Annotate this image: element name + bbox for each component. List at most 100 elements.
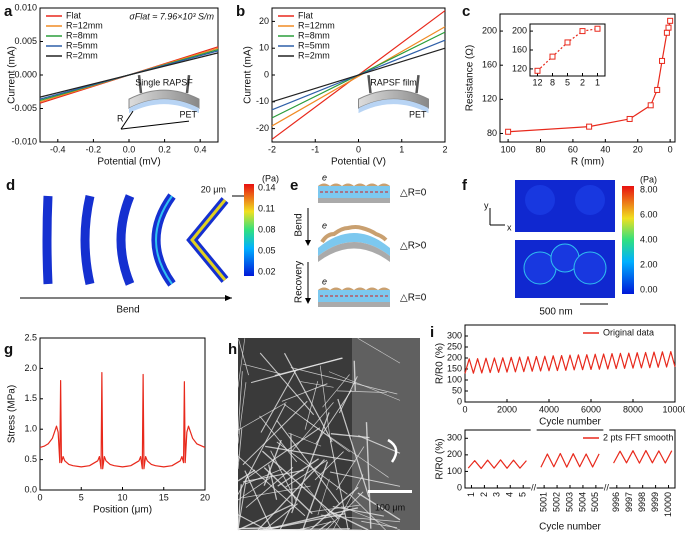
data-point bbox=[594, 25, 601, 32]
step-label: Recovery bbox=[294, 261, 305, 303]
beam bbox=[42, 195, 53, 285]
x-axis-label: Position (μm) bbox=[93, 505, 152, 516]
x-tick-label: 10000 bbox=[663, 492, 673, 517]
y-tick-label: 200 bbox=[482, 25, 497, 35]
x-tick-label: 5001 bbox=[539, 492, 549, 512]
y-tick-label: 0.0 bbox=[24, 484, 37, 494]
y-tick-label: -10 bbox=[256, 96, 269, 106]
x-tick-label: 100 bbox=[501, 144, 516, 154]
colorbar-tick: 0.02 bbox=[258, 266, 276, 276]
inset-label: RAPSF film bbox=[370, 77, 417, 87]
colorbar bbox=[622, 186, 634, 294]
x-tick-label: 20 bbox=[633, 144, 643, 154]
panel-letter: i bbox=[430, 324, 434, 341]
x-tick-label: 4 bbox=[505, 492, 515, 497]
fiber bbox=[336, 390, 387, 393]
y-tick-label: 50 bbox=[452, 385, 462, 395]
x-tick-label: 0 bbox=[356, 144, 361, 154]
y-tick-label: 1.5 bbox=[24, 393, 37, 403]
fiber bbox=[315, 389, 352, 445]
fiber bbox=[322, 374, 350, 408]
fiber bbox=[260, 369, 297, 433]
x-tick-label: 80 bbox=[536, 144, 546, 154]
x-tick-label: 5002 bbox=[551, 492, 561, 512]
y-tick-label: 150 bbox=[447, 363, 462, 373]
y-tick-label: 200 bbox=[447, 449, 462, 459]
arrow-head bbox=[305, 298, 311, 304]
plot-frame bbox=[529, 23, 606, 77]
panel-h: 100 μm h bbox=[228, 337, 420, 531]
fiber bbox=[317, 478, 330, 516]
x-tick-label: 5 bbox=[518, 492, 528, 497]
x-axis-label: Potential (mV) bbox=[97, 157, 160, 168]
fiber bbox=[237, 477, 248, 531]
colorbar-tick: 8.00 bbox=[640, 184, 658, 194]
y-tick-label: 200 bbox=[512, 25, 527, 35]
beam bbox=[80, 195, 95, 285]
panel-letter: b bbox=[236, 3, 245, 20]
plot-frame bbox=[499, 13, 676, 143]
inset-label: PET bbox=[179, 109, 197, 119]
data-point bbox=[564, 39, 571, 46]
y-tick-label: 300 bbox=[447, 330, 462, 340]
x-tick-label: 5004 bbox=[577, 492, 587, 512]
data-line bbox=[271, 26, 446, 127]
x-tick-label: 1 bbox=[466, 492, 476, 497]
fiber bbox=[319, 520, 332, 531]
substrate bbox=[358, 99, 429, 114]
annotation: σFlat ≈ 7.96×10³ S/m bbox=[129, 11, 214, 21]
fiber bbox=[336, 446, 365, 491]
x-tick-label: 8000 bbox=[623, 404, 643, 414]
panel-letter: e bbox=[290, 177, 298, 194]
fiber bbox=[237, 503, 294, 531]
inset-label: R bbox=[117, 113, 124, 123]
y-tick-label: 120 bbox=[512, 63, 527, 73]
data-point bbox=[534, 67, 541, 74]
x-tick-label: 15 bbox=[159, 492, 169, 502]
fiber bbox=[259, 352, 315, 416]
x-tick-label: 0.4 bbox=[194, 144, 207, 154]
fiber bbox=[330, 432, 370, 439]
x-tick-label: -1 bbox=[311, 144, 319, 154]
data-point bbox=[549, 53, 556, 60]
fiber bbox=[290, 433, 293, 509]
beam-stress bbox=[155, 195, 173, 285]
x-tick-label: 5005 bbox=[590, 492, 600, 512]
arrow-label: Bend bbox=[116, 305, 139, 316]
x-tick-label: 5 bbox=[565, 77, 570, 87]
y-tick-label: 0.010 bbox=[14, 2, 37, 12]
y-tick-label: 200 bbox=[447, 352, 462, 362]
colorbar-tick: 2.00 bbox=[640, 259, 658, 269]
fiber bbox=[332, 474, 364, 531]
x-tick-label: 2 bbox=[479, 492, 489, 497]
fiber bbox=[237, 382, 247, 444]
electron: e bbox=[322, 276, 327, 286]
x-tick-label: 20 bbox=[200, 492, 210, 502]
layer bbox=[318, 233, 390, 256]
data-point bbox=[647, 102, 654, 109]
data-line bbox=[613, 449, 673, 464]
scale-bar bbox=[368, 490, 412, 493]
x-tick-label: -0.2 bbox=[86, 144, 102, 154]
fiber bbox=[242, 400, 308, 466]
probe bbox=[137, 74, 143, 94]
panel-letter: h bbox=[228, 341, 237, 358]
y-tick-label: 100 bbox=[447, 374, 462, 384]
legend-label: 2 pts FFT smooth bbox=[603, 432, 673, 442]
fiber bbox=[328, 371, 401, 401]
axis-break-gap bbox=[603, 485, 610, 491]
fiber bbox=[357, 337, 401, 364]
colorbar-unit: (Pa) bbox=[640, 174, 657, 184]
legend-label: Original data bbox=[603, 327, 654, 337]
panel-d: d 20 μm (Pa) 0.14 0.11 0.08 0.05 0.02 Be… bbox=[6, 173, 279, 315]
y-tick-label: 0 bbox=[457, 482, 462, 492]
fiber bbox=[239, 528, 305, 531]
data-line bbox=[464, 351, 676, 374]
fiber bbox=[365, 422, 372, 529]
x-tick-label: 40 bbox=[600, 144, 610, 154]
plot-frame bbox=[464, 324, 676, 403]
x-axis-label: Cycle number bbox=[539, 522, 601, 533]
panel-letter: d bbox=[6, 177, 15, 194]
fiber bbox=[297, 521, 335, 531]
